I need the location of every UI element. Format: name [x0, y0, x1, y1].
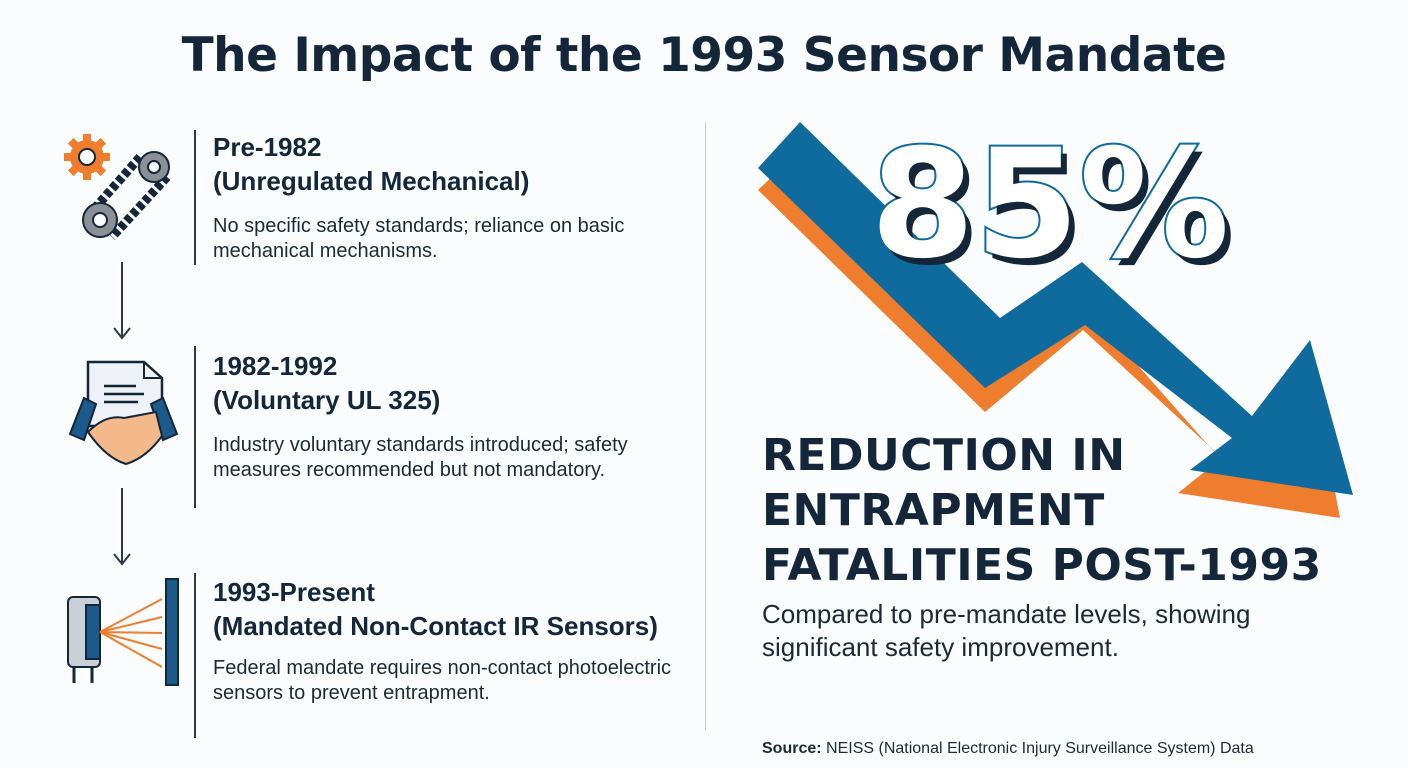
period-label: (Unregulated Mechanical) [213, 166, 530, 196]
gear-chain-icon [64, 134, 171, 241]
headline-line: FATALITIES POST-1993 [762, 540, 1322, 591]
period-year: 1993-Present [213, 577, 375, 607]
period-description-2: Industry voluntary standards introduced;… [213, 434, 628, 481]
stat-headline: REDUCTION IN ENTRAPMENT FATALITIES POST-… [762, 428, 1322, 593]
source-label: Source: [762, 740, 822, 757]
subtext-line: significant safety improvement. [762, 632, 1119, 662]
period-label: (Voluntary UL 325) [213, 385, 441, 415]
stat-value: 85% [868, 118, 1231, 292]
period-year: Pre-1982 [213, 132, 322, 162]
column-divider [705, 122, 706, 730]
page-title: The Impact of the 1993 Sensor Mandate [181, 28, 1227, 83]
period-year: 1982-1992 [213, 351, 338, 381]
headline-line: REDUCTION IN [762, 430, 1126, 481]
timeline-bar-1 [194, 130, 196, 265]
period-description-1: No specific safety standards; reliance o… [213, 215, 625, 262]
stat-subtext: Compared to pre-mandate levels, showing … [762, 598, 1250, 664]
period-label: (Mandated Non-Contact IR Sensors) [213, 611, 658, 641]
headline-line: ENTRAPMENT [762, 485, 1105, 536]
subtext-line: Compared to pre-mandate levels, showing [762, 599, 1251, 629]
period-heading-1: Pre-1982 (Unregulated Mechanical) [213, 130, 698, 198]
timeline-bar-2 [194, 346, 196, 508]
timeline-bar-3 [194, 573, 196, 738]
document-handshake-icon [68, 360, 179, 466]
ir-sensor-icon [67, 578, 179, 686]
period-description-3: Federal mandate requires non-contact pho… [213, 657, 672, 704]
arrow-down-icon [113, 262, 131, 340]
source-citation: Source: NEISS (National Electronic Injur… [762, 740, 1254, 758]
period-heading-3: 1993-Present (Mandated Non-Contact IR Sen… [213, 575, 698, 643]
source-text: NEISS (National Electronic Injury Survei… [826, 740, 1254, 757]
arrow-down-icon [113, 488, 131, 566]
period-heading-2: 1982-1992 (Voluntary UL 325) [213, 349, 698, 417]
